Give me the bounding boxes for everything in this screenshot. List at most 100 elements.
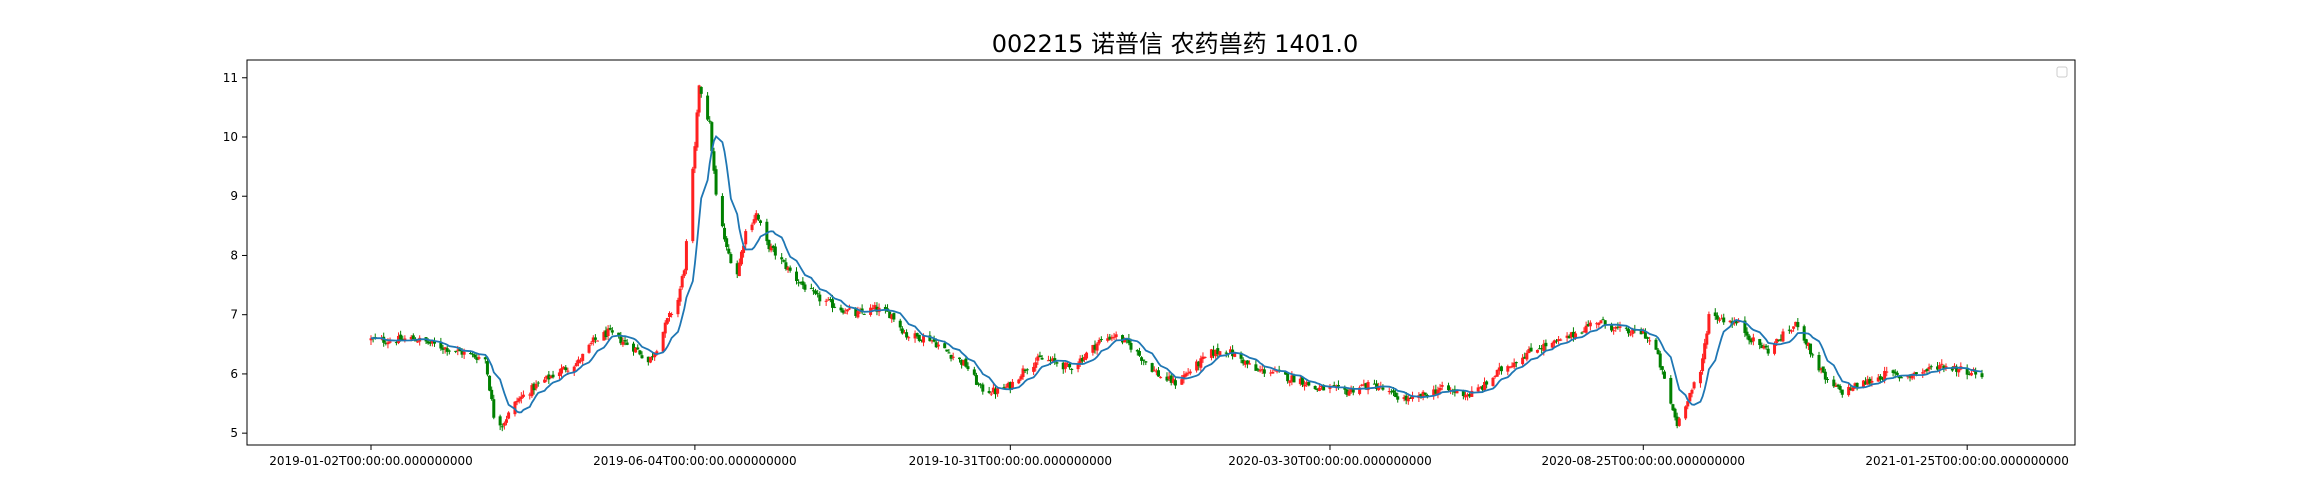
candle-body [1794,321,1798,326]
candle-body [1855,382,1859,388]
candle-body [579,360,583,362]
candle-body [1402,397,1406,400]
candle-body [782,260,786,262]
candle-body [1861,380,1865,388]
candle-body [1480,386,1484,390]
candle-body [1493,376,1497,378]
candle-body [498,416,502,426]
candle-body [564,367,568,371]
candle-body [488,375,492,391]
candle-body [1823,371,1827,380]
candle-body [1197,361,1201,367]
x-tick-label: 2019-06-04T00:00:00.000000000 [593,454,797,468]
candle-body [1557,339,1561,341]
candle-body [900,328,904,334]
candle-body [922,336,926,343]
candle-body [1749,339,1753,343]
candle-body [1542,343,1546,351]
candle-body [1108,336,1112,340]
candle-body [1588,322,1592,327]
candle-body [1804,339,1808,345]
candle-body [1243,360,1247,365]
candle-body [1317,387,1321,391]
candle-body [1372,383,1376,385]
candle-body [1881,378,1885,380]
candle-body [1093,344,1097,350]
candle-body [566,370,570,372]
candle-body [1552,340,1556,344]
candle-body [1396,396,1400,400]
candle-body [1470,390,1474,397]
candle-body [646,356,650,363]
candle-body [1957,369,1961,373]
x-tick-label: 2019-01-02T00:00:00.000000000 [269,454,473,468]
candle-body [663,322,667,334]
candle-body [818,294,822,302]
candle-body [873,305,877,310]
candle-body [974,375,978,385]
candle-body [1298,378,1302,385]
candle-body [1745,331,1749,336]
candle-body [1847,386,1851,396]
candle-body [593,337,597,340]
candle-body [1900,377,1904,379]
candle-body [1747,335,1751,341]
candle-body [902,332,906,334]
candle-body [1023,369,1027,371]
candle-body [977,383,981,385]
candle-body [744,231,748,245]
plot-frame [246,59,2076,446]
candle-body [1021,368,1025,378]
candle-body [1046,360,1050,362]
candle-body [560,368,564,374]
candle-body [1521,357,1525,365]
candle-body [1811,354,1815,356]
candle-body [1662,371,1666,379]
candle-body [1114,334,1118,338]
candle-body [1065,363,1069,365]
candle-body [532,383,536,391]
candle-body [1070,368,1074,370]
candle-body [1091,345,1095,353]
candle-body [1923,370,1927,372]
candle-body [960,359,964,365]
candle-body [1195,361,1199,371]
candle-body [1838,385,1842,390]
candle-body [898,320,902,328]
candle-body [1150,363,1154,372]
candle-body [1434,389,1438,394]
candle-body [1629,334,1633,336]
candle-body [1876,377,1880,382]
candle-body [1188,371,1192,374]
candle-body [1809,343,1813,355]
candle-body [1506,366,1510,372]
candle-body [1675,416,1679,427]
candle-body [1535,349,1539,353]
candle-body [1406,397,1410,402]
candle-body [589,342,593,344]
candle-body [1010,381,1014,389]
candle-body [1186,372,1190,374]
candle-body [1626,329,1630,334]
candle-body [871,308,875,310]
candle-body [708,120,712,122]
candles [369,84,1984,432]
candle-body [1284,372,1288,375]
candle-body [475,357,479,360]
candle-body [610,330,614,333]
candle-body [875,306,879,312]
candle-body [1514,362,1518,364]
candle-body [1209,349,1213,358]
candle-body [951,356,955,358]
candle-body [1004,386,1008,388]
candle-body [1463,395,1467,398]
candle-body [416,341,420,343]
candle-body [1305,382,1309,385]
candle-body [1929,366,1933,368]
candle-body [1688,392,1692,402]
candle-body [521,394,525,397]
candle-body [441,348,445,350]
candle-body [1095,343,1099,351]
candle-body [824,300,828,302]
candle-body [471,353,475,355]
